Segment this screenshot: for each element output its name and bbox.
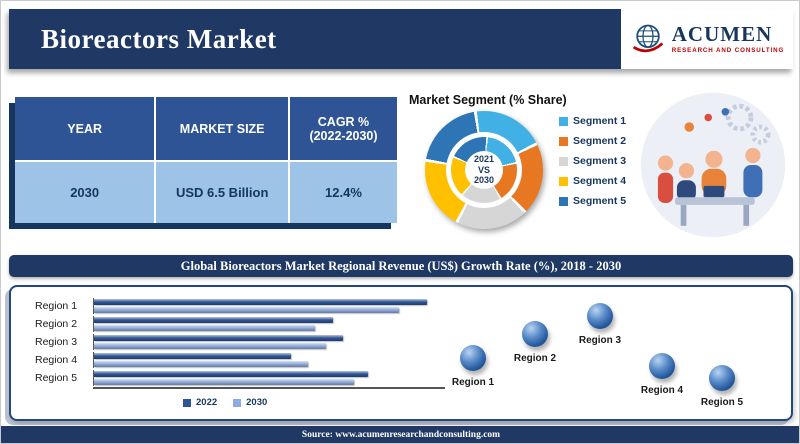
bar-category-label: Region 1 <box>35 300 78 312</box>
legend-label-2030: 2030 <box>246 397 268 408</box>
region-marker-label: Region 1 <box>451 377 495 388</box>
bar-2030-region-2 <box>94 325 316 331</box>
page-title: Bioreactors Market <box>41 23 277 54</box>
legend-item-2030: 2030 <box>233 397 267 408</box>
region-marker-label: Region 3 <box>578 335 622 346</box>
bar-group <box>93 298 445 314</box>
globe-icon <box>632 24 664 53</box>
header-band: Bioreactors Market <box>9 9 621 69</box>
table-cell-year: 2030 <box>15 162 157 223</box>
region-sphere-icon <box>709 365 735 391</box>
bar-row-region-2: Region 2 <box>35 315 445 333</box>
legend-item-segment-3: Segment 3 <box>559 155 626 167</box>
legend-swatch-segment-5 <box>559 196 568 206</box>
donut-center-vs: VS <box>477 164 490 175</box>
source-text: Source: www.acumenresearchandconsulting.… <box>301 429 501 440</box>
region-marker-4: Region 4 <box>634 353 690 396</box>
regional-chart-title-band: Global Bioreactors Market Regional Reven… <box>9 255 793 277</box>
legend-label-2022: 2022 <box>196 397 218 408</box>
summary-table-data-row: 2030 USD 6.5 Billion 12.4% <box>15 162 397 223</box>
bar-2022-region-5 <box>94 371 368 377</box>
brand-text: ACUMEN RESEARCH AND CONSULTING <box>671 22 785 55</box>
team-illustration <box>640 92 786 238</box>
table-cell-cagr: 12.4% <box>290 162 397 223</box>
region-marker-1: Region 1 <box>445 345 501 388</box>
region-sphere-icon <box>460 345 486 371</box>
region-marker-3: Region 3 <box>572 303 628 346</box>
bar-2030-region-3 <box>94 343 326 349</box>
segment-legend: Segment 1 Segment 2 Segment 3 Segment 4 … <box>559 115 626 207</box>
bar-group <box>93 316 445 332</box>
brand-name: ACUMEN <box>671 22 773 46</box>
region-marker-label: Region 5 <box>700 397 744 408</box>
legend-label-segment-5: Segment 5 <box>573 195 627 207</box>
legend-swatch-2022 <box>183 398 191 407</box>
header: Bioreactors Market ACUMEN RESEARCH AND C… <box>9 9 793 69</box>
bar-group <box>93 352 445 368</box>
bar-2030-region-1 <box>94 307 400 313</box>
legend-item-segment-5: Segment 5 <box>559 195 626 207</box>
segment-chart-title: Market Segment (% Share) <box>409 93 567 107</box>
regional-chart-panel: Region 1 Region 2 Region 3 <box>9 285 793 421</box>
bar-2022-region-4 <box>94 353 291 359</box>
legend-swatch-segment-1 <box>559 116 568 126</box>
region-sphere-icon <box>587 303 613 329</box>
summary-table-header-row: YEAR MARKET SIZE CAGR % (2022-2030) <box>15 97 397 162</box>
bar-group <box>93 370 445 386</box>
legend-label-segment-2: Segment 2 <box>573 135 627 147</box>
legend-item-segment-4: Segment 4 <box>559 175 626 187</box>
bar-2022-region-1 <box>94 299 428 305</box>
table-header-market-size: MARKET SIZE <box>156 97 291 160</box>
region-marker-2: Region 2 <box>507 321 563 364</box>
x-axis-line <box>93 387 445 389</box>
legend-item-2022: 2022 <box>183 397 217 408</box>
bar-2022-region-2 <box>94 317 333 323</box>
bar-row-region-4: Region 4 <box>35 351 445 369</box>
region-sphere-icon <box>522 321 548 347</box>
legend-swatch-segment-4 <box>559 176 568 186</box>
bar-2030-region-5 <box>94 379 354 385</box>
regional-bar-chart: Region 1 Region 2 Region 3 <box>35 297 445 387</box>
donut-center-year-2: 2030 <box>473 175 495 186</box>
donut-center-label: 2021 VS 2030 <box>465 151 503 189</box>
table-header-year: YEAR <box>15 97 157 160</box>
summary-table: YEAR MARKET SIZE CAGR % (2022-2030) 2030… <box>15 97 397 223</box>
table-cell-market-size: USD 6.5 Billion <box>156 162 291 223</box>
bar-category-label: Region 5 <box>35 372 78 384</box>
legend-swatch-segment-2 <box>559 136 568 146</box>
bar-row-region-5: Region 5 <box>35 369 445 387</box>
regional-chart-title: Global Bioreactors Market Regional Reven… <box>180 258 622 273</box>
region-marker-label: Region 2 <box>513 353 557 364</box>
region-sphere-icon <box>649 353 675 379</box>
bar-category-label: Region 3 <box>35 336 78 348</box>
legend-item-segment-1: Segment 1 <box>559 115 626 127</box>
donut-center-year-1: 2021 <box>473 154 495 165</box>
legend-swatch-2030 <box>233 398 242 407</box>
legend-label-segment-1: Segment 1 <box>573 115 627 127</box>
legend-label-segment-3: Segment 3 <box>573 155 627 167</box>
legend-item-segment-2: Segment 2 <box>559 135 626 147</box>
footer: Source: www.acumenresearchandconsulting.… <box>1 426 799 443</box>
bar-row-region-1: Region 1 <box>35 297 445 315</box>
region-marker-5: Region 5 <box>694 365 750 408</box>
legend-label-segment-4: Segment 4 <box>573 175 627 187</box>
bar-group <box>93 334 445 350</box>
bar-category-label: Region 4 <box>35 354 78 366</box>
segment-donut-chart: 2021 VS 2030 <box>425 111 543 229</box>
legend-swatch-segment-3 <box>559 156 568 166</box>
bar-chart-legend: 2022 2030 <box>183 397 267 408</box>
bar-2022-region-3 <box>94 335 344 341</box>
bar-row-region-3: Region 3 <box>35 333 445 351</box>
bar-2030-region-4 <box>94 361 309 367</box>
brand-logo: ACUMEN RESEARCH AND CONSULTING <box>621 9 793 69</box>
table-header-cagr: CAGR % (2022-2030) <box>290 97 397 160</box>
brand-subtitle: RESEARCH AND CONSULTING <box>671 47 785 54</box>
bar-category-label: Region 2 <box>35 318 78 330</box>
region-marker-label: Region 4 <box>640 385 684 396</box>
